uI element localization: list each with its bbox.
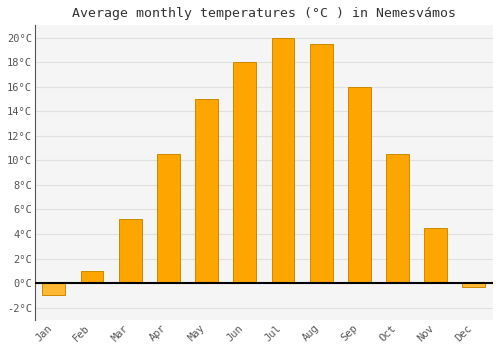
Title: Average monthly temperatures (°C ) in Nemesvámos: Average monthly temperatures (°C ) in Ne… [72,7,456,20]
Bar [42,283,66,295]
Bar [386,154,409,283]
Bar [348,87,371,283]
Bar [157,154,180,283]
Bar [272,37,294,283]
Bar [462,283,485,287]
Bar [310,44,332,283]
Bar [195,99,218,283]
Bar [80,271,104,283]
Bar [119,219,142,283]
Bar [424,228,447,283]
Bar [234,62,256,283]
